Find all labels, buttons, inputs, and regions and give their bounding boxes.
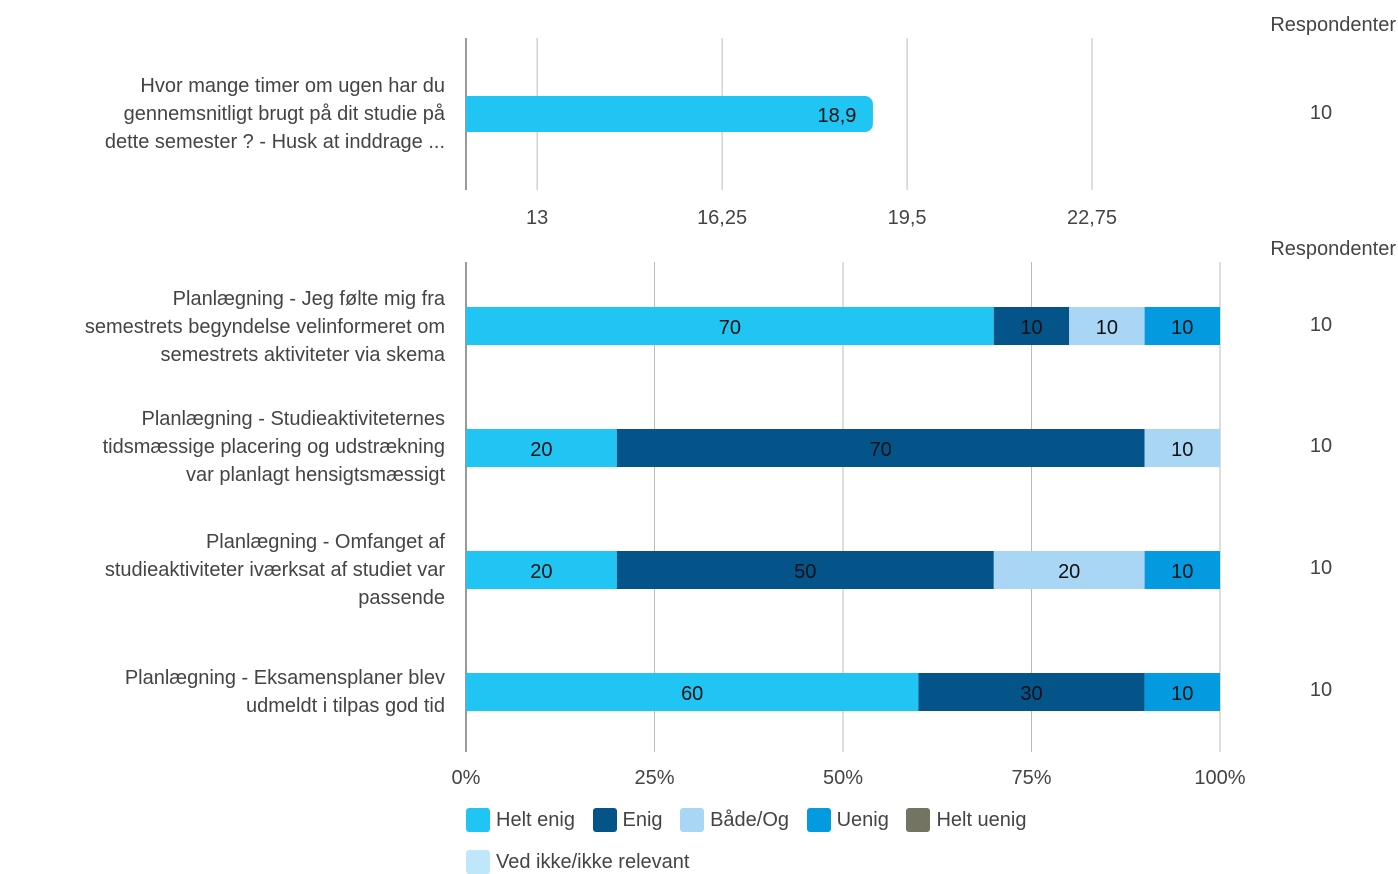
question-label-1: Planlægning - Jeg følte mig fra semestre…: [85, 285, 445, 369]
bar-segment: [1144, 429, 1220, 467]
legend-item-helt-enig[interactable]: Helt enig: [466, 806, 575, 834]
question-label-0: Hvor mange timer om ugen har du gennemsn…: [105, 72, 445, 156]
bar-hours: [466, 96, 873, 132]
bar-segment: [616, 429, 1145, 467]
legend-item-helt-uenig[interactable]: Helt uenig: [906, 806, 1027, 834]
x-tick-label: 13: [526, 207, 548, 229]
legend-label: Ved ikke/ikke relevant: [496, 850, 690, 873]
question-label-line: gennemsnitligt brugt på dit studie på: [123, 103, 445, 125]
question-label-line: udmeldt i tilpas god tid: [245, 695, 445, 717]
question-label-2: Planlægning - Studieaktiviteternes tidsm…: [103, 405, 445, 489]
bar-hours-base: [466, 96, 478, 132]
legend-item-ved-ikke[interactable]: Ved ikke/ikke relevant: [466, 850, 689, 874]
bar-segment-label: 10: [1171, 561, 1193, 583]
bar-segment: [466, 429, 617, 467]
respondents-value-2: 10: [1309, 435, 1333, 457]
bar-segment-label: 20: [530, 561, 552, 583]
legend: Helt enig Enig Både/Og Uenig Helt uenig: [466, 806, 1366, 838]
legend-item-uenig[interactable]: Uenig: [806, 806, 889, 834]
bar-segment-label: 10: [1171, 317, 1193, 339]
respondents-header-2: Respondenter: [1270, 238, 1396, 260]
legend-label: Helt uenig: [936, 808, 1027, 831]
question-label-line: var planlagt hensigtsmæssigt: [185, 464, 445, 486]
bar-segment-label: 10: [1171, 683, 1193, 705]
question-label-line: tidsmæssige placering og udstrækning: [102, 436, 445, 458]
bar-segment-label: 30: [1020, 683, 1042, 705]
question-label-line: Hvor mange timer om ugen har du: [140, 75, 445, 97]
question-label-line: studieaktiviteter iværksat af studiet va…: [104, 559, 445, 581]
bar-segment-label: 20: [1058, 561, 1080, 583]
legend-item-enig[interactable]: Enig: [592, 806, 663, 834]
bar-segment: [993, 551, 1145, 589]
bar-segment-label: 50: [794, 561, 816, 583]
legend-swatch: [806, 808, 831, 832]
question-label-4: Planlægning - Eksamensplaner blev udmeld…: [125, 664, 445, 720]
bar-segment: [1144, 307, 1220, 345]
question-label-line: Planlægning - Eksamensplaner blev: [124, 667, 445, 689]
bar-segment-label: 10: [1171, 439, 1193, 461]
question-label-3: Planlægning - Omfanget af studieaktivite…: [105, 528, 445, 612]
legend-swatch: [466, 808, 490, 832]
bar-segment-label: 70: [719, 317, 741, 339]
question-label-line: semestrets begyndelse velinformeret om: [84, 316, 445, 338]
bar-segment: [993, 307, 1070, 345]
bar-segment: [1144, 673, 1220, 711]
legend-label: Både/Og: [710, 808, 790, 831]
bar-segment-label: 10: [1020, 317, 1042, 339]
legend-swatch: [592, 808, 617, 832]
question-label-line: Planlægning - Omfanget af: [205, 531, 445, 553]
bar-segment: [1069, 307, 1145, 345]
x-tick-label: 50%: [823, 767, 863, 789]
bar-segment: [1144, 551, 1220, 589]
x-tick-label: 22,75: [1067, 207, 1117, 229]
x-tick-label: 0%: [452, 767, 481, 789]
bar-segment: [466, 307, 994, 345]
bar-segment-label: 60: [681, 683, 703, 705]
bar-segment: [616, 551, 994, 589]
x-tick-label: 100%: [1194, 767, 1245, 789]
respondents-value-4: 10: [1309, 679, 1333, 701]
legend-item-baade-og[interactable]: Både/Og: [680, 806, 789, 834]
x-tick-label: 16,25: [697, 207, 747, 229]
respondents-value-0: 10: [1309, 102, 1333, 124]
bar-segment: [466, 551, 617, 589]
question-label-line: semestrets aktiviteter via skema: [160, 344, 445, 366]
x-tick-label: 75%: [1011, 767, 1051, 789]
legend-label: Uenig: [836, 808, 889, 831]
bar-segment-label: 10: [1096, 317, 1118, 339]
question-label-line: Planlægning - Jeg følte mig fra: [172, 288, 445, 310]
respondents-header-1: Respondenter: [1270, 14, 1396, 36]
bar-segment: [466, 673, 919, 711]
bar-segment: [918, 673, 1145, 711]
legend-swatch: [466, 850, 490, 874]
x-tick-label: 25%: [634, 767, 674, 789]
x-tick-label: 19,5: [888, 207, 927, 229]
legend-swatch: [680, 808, 705, 832]
legend-label: Helt enig: [496, 808, 575, 831]
respondents-value-3: 10: [1309, 557, 1333, 579]
respondents-value-1: 10: [1309, 314, 1333, 336]
bar-segment-label: 70: [870, 439, 892, 461]
bar-value-label: 18,9: [817, 105, 856, 127]
legend-swatch: [906, 808, 931, 832]
question-label-line: dette semester ? - Husk at inddrage ...: [104, 131, 445, 153]
bar-segment-label: 20: [530, 439, 552, 461]
legend-label: Enig: [622, 808, 663, 831]
question-label-line: passende: [358, 587, 445, 609]
question-label-line: Planlægning - Studieaktiviteternes: [141, 408, 445, 430]
